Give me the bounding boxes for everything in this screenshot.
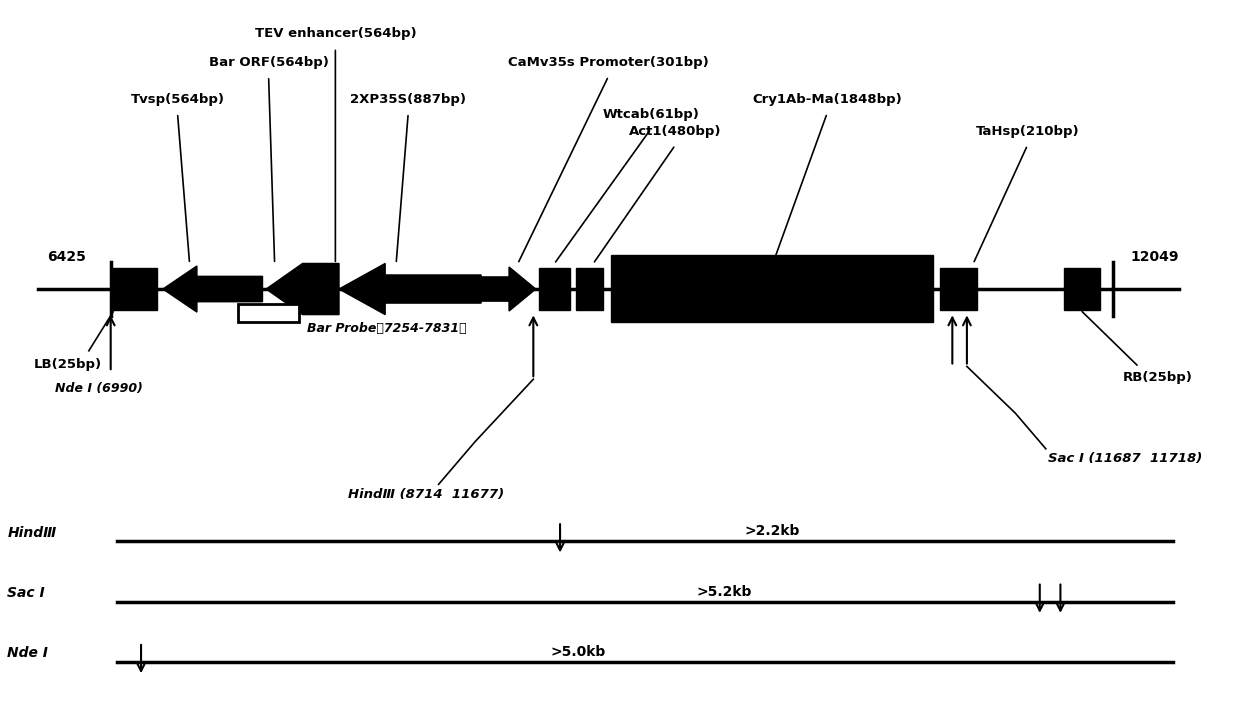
Text: Nde I (6990): Nde I (6990) xyxy=(55,382,142,395)
Polygon shape xyxy=(481,267,535,311)
Text: TEV enhancer(564bp): TEV enhancer(564bp) xyxy=(254,28,416,41)
Text: TaHsp(210bp): TaHsp(210bp) xyxy=(976,125,1079,138)
Bar xyxy=(576,267,602,310)
Text: 6425: 6425 xyxy=(47,250,87,264)
Text: 12049: 12049 xyxy=(1131,250,1180,264)
Text: Act1(480bp): Act1(480bp) xyxy=(629,125,721,138)
Bar xyxy=(539,267,570,310)
Text: >5.0kb: >5.0kb xyxy=(550,645,606,659)
Text: CaMv35s Promoter(301bp): CaMv35s Promoter(301bp) xyxy=(508,56,709,69)
Text: LB(25bp): LB(25bp) xyxy=(35,358,103,371)
Text: 2XP35S(887bp): 2XP35S(887bp) xyxy=(351,93,466,106)
Polygon shape xyxy=(162,266,263,312)
Bar xyxy=(238,304,299,322)
Text: RB(25bp): RB(25bp) xyxy=(1123,371,1192,384)
Text: Bar Probe（7254-7831）: Bar Probe（7254-7831） xyxy=(307,322,467,335)
Bar xyxy=(110,267,157,310)
Text: Nde I: Nde I xyxy=(7,647,48,660)
Text: HindⅢ: HindⅢ xyxy=(7,525,57,540)
Text: >5.2kb: >5.2kb xyxy=(696,585,752,599)
Polygon shape xyxy=(266,264,339,314)
Text: Bar ORF(564bp): Bar ORF(564bp) xyxy=(208,56,328,69)
Bar xyxy=(940,267,976,310)
Text: Cry1Ab-Ma(1848bp): Cry1Ab-Ma(1848bp) xyxy=(752,93,902,106)
Text: >2.2kb: >2.2kb xyxy=(745,524,800,538)
Polygon shape xyxy=(339,264,481,314)
Text: Sac I: Sac I xyxy=(7,586,45,600)
Text: Tvsp(564bp): Tvsp(564bp) xyxy=(130,93,224,106)
Text: HindⅢ (8714  11677): HindⅢ (8714 11677) xyxy=(348,488,504,501)
Text: Sac I (11687  11718): Sac I (11687 11718) xyxy=(1048,452,1203,466)
Text: Wtcab(61bp): Wtcab(61bp) xyxy=(602,108,700,121)
Bar xyxy=(611,255,933,322)
Bar xyxy=(1064,267,1100,310)
